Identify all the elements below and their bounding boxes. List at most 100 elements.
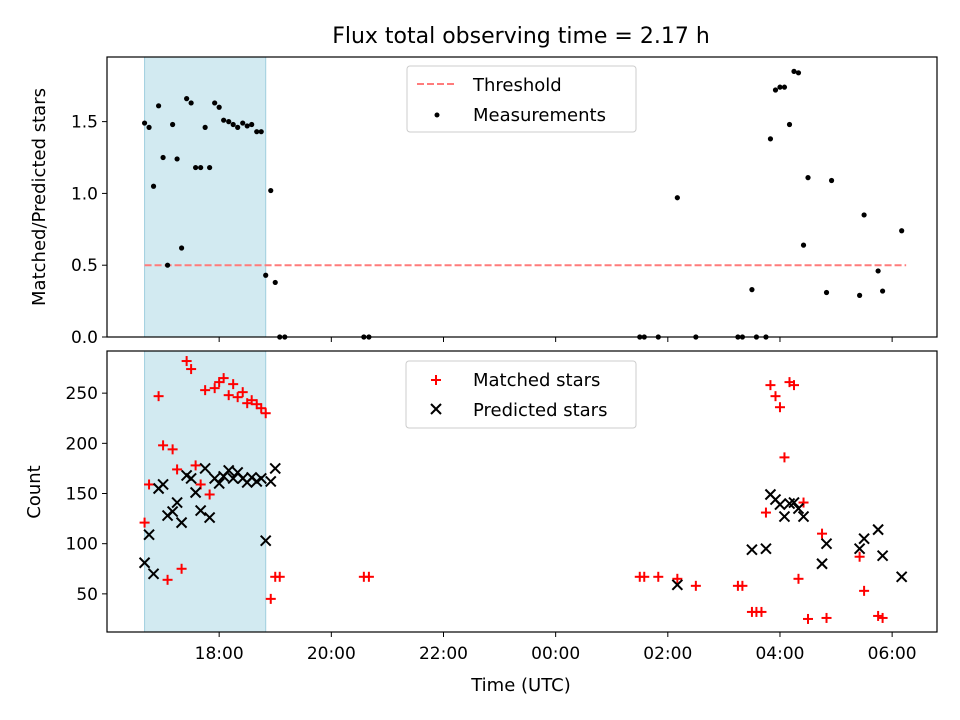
y-tick-label: 0.5 [71,256,98,276]
predicted-stars-point [872,523,884,536]
measurement-point [258,129,264,135]
y-tick-label: 1.5 [71,113,98,133]
measurement-point [249,121,255,128]
matched-stars-point [798,497,809,508]
bottom-x-axis: 18:00 20:00 22:00 00:00 02:00 04:00 06:00 [195,632,917,664]
matched-stars-point [765,380,776,391]
measurement-point [244,123,250,129]
predicted-stars-point [143,528,155,541]
predicted-stars-point [194,504,207,517]
predicted-stars-point [213,477,225,490]
predicted-stars-point [227,472,239,485]
measurement-point [767,136,774,142]
top-panel: 0.0 0.5 1.0 1.5 Matched/Predicted stars Thr… [29,56,938,348]
predicted-stars-point [269,462,281,475]
measurement-point [198,164,204,171]
measurements-legend-swatch [434,112,440,118]
matched-stars-point [204,489,215,500]
measurement-point [216,104,222,110]
predicted-stars-point [820,537,833,550]
matched-stars-point [190,460,201,471]
measurement-point [800,242,807,248]
measurement-point [875,268,881,274]
y-tick-label: 200 [66,434,98,454]
measurement-point [155,103,162,109]
measurement-point [268,187,274,194]
measurement-point [193,164,199,171]
predicted-stars-point [816,558,828,570]
matched-stars-point [162,574,173,585]
measurement-point [795,70,802,76]
predicted-stars-point [853,542,866,555]
highlight-span [144,56,267,338]
measurement-point [230,121,236,128]
predicted-stars-point [265,475,277,488]
predicted-stars-point [788,496,800,509]
x-tick-label: 06:00 [868,644,917,664]
predicted-stars-point [166,505,179,518]
x-tick-label: 22:00 [419,644,468,664]
matched-stars-point [158,440,169,451]
matched-stars-point [256,403,267,414]
x-tick-label: 20:00 [307,644,356,664]
x-tick-label: 04:00 [755,644,804,664]
predicted-stars-point [175,516,188,529]
matched-stars-point [690,580,701,591]
matched-stars-point [186,364,197,375]
measurement-point [861,212,867,218]
bottom-y-axis: 50 100 150 200 250 [66,384,107,605]
predicted-stars-point [774,498,786,511]
measurement-point [240,120,246,126]
top-highlight-span [144,56,267,338]
matched-stars-point [774,402,785,413]
matched-stars-point [218,373,229,384]
measurement-point [146,124,152,130]
measurement-point [786,121,793,128]
predicted-stars-point [203,511,216,524]
matched-stars-point [737,580,748,591]
measurement-point [226,119,232,125]
predicted-stars-point [760,542,772,555]
measurement-point [828,177,835,184]
matched-stars-point [672,573,683,584]
matched-stars-point [200,385,211,396]
measurement-point [880,288,886,294]
predicted-stars-point [222,464,235,477]
predicted-stars-point [189,486,202,499]
predicted-stars-point [797,510,810,523]
y-tick-label: 100 [66,535,98,555]
matched-stars-point [228,379,239,390]
matched-stars-point [639,571,650,582]
predicted-stars-point [778,510,791,523]
measurement-point [263,272,269,278]
measurement-point [202,124,208,130]
matched-stars-point [176,563,187,574]
matched-stars-point [873,610,884,621]
measurement-point [772,87,779,93]
matched-stars-point [144,479,155,490]
measurement-point [899,228,905,234]
measurement-point [235,124,241,130]
matched-stars-point [859,585,870,596]
matched-stars-point [246,395,257,406]
predicted-stars-point [260,534,272,547]
matched-stars-point [854,551,865,562]
measurement-point [184,96,190,102]
matched-legend-label: Matched stars [473,370,600,391]
predicted-legend-swatch [430,403,442,415]
matched-stars-point [167,444,178,455]
matched-stars-point [756,606,767,617]
measurement-point [164,262,171,268]
x-tick-label: 02:00 [643,644,692,664]
matched-stars-point [788,380,799,391]
predicted-stars-point [171,496,183,509]
predicted-stars-point [138,557,151,569]
top-legend: Threshold Measurements [406,65,637,133]
y-tick-label: 250 [66,384,98,404]
top-legend-box [406,65,637,133]
bottom-legend: Matched stars Predicted stars [405,360,637,429]
bottom-y-axis-label: Count [24,465,45,518]
measurement-point [178,245,185,251]
x-tick-label: 00:00 [531,644,580,664]
matched-stars-point [232,392,243,403]
